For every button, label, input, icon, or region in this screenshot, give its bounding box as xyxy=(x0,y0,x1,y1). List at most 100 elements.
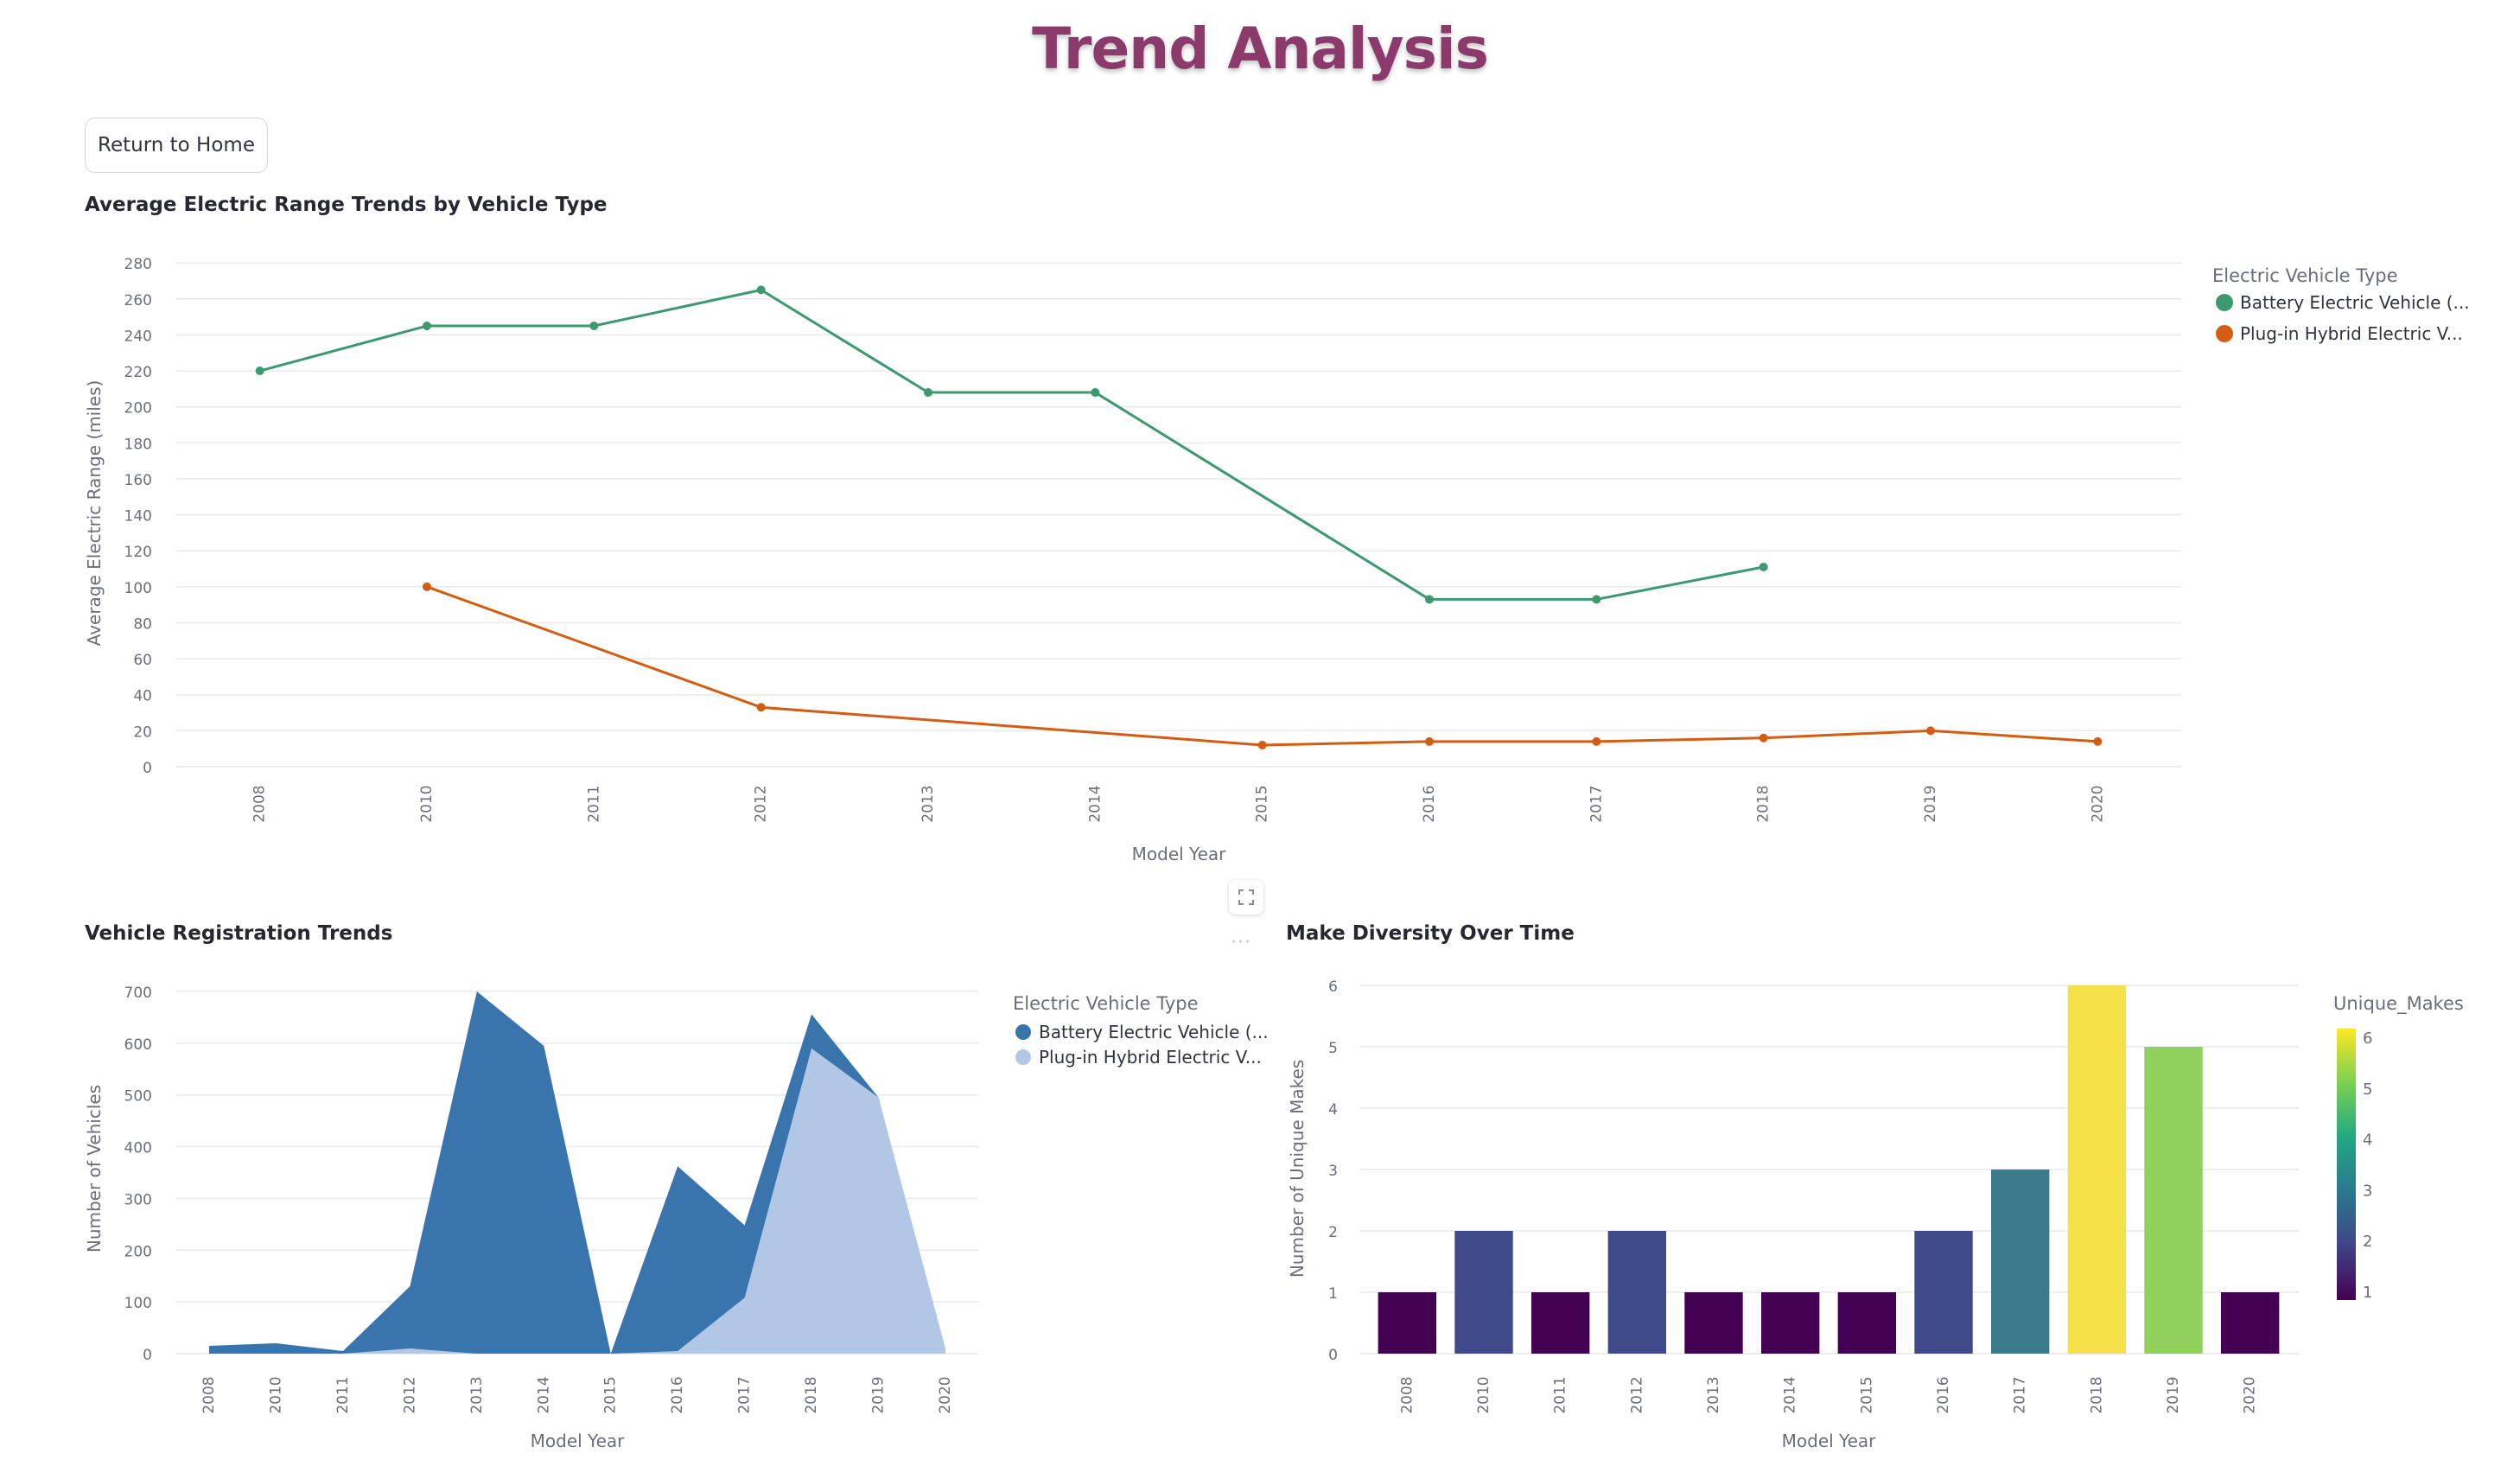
legend-swatch xyxy=(1015,1024,1031,1040)
x-tick-label: 2019 xyxy=(2165,1376,2182,1413)
y-tick-label: 2 xyxy=(1328,1224,1338,1241)
y-tick-label: 0 xyxy=(1328,1347,1338,1364)
y-tick-label: 120 xyxy=(124,544,152,561)
data-point xyxy=(2093,736,2103,746)
colorbar-tick-label: 1 xyxy=(2363,1284,2372,1302)
fullscreen-button[interactable] xyxy=(1229,880,1263,915)
legend-title: Electric Vehicle Type xyxy=(1013,993,1199,1014)
y-tick-label: 60 xyxy=(133,652,152,669)
bar xyxy=(1990,1170,2050,1354)
y-axis-title: Number of Vehicles xyxy=(84,1085,105,1252)
x-tick-label: 2013 xyxy=(920,785,937,822)
y-tick-label: 180 xyxy=(124,436,152,453)
legend-swatch xyxy=(2216,325,2233,342)
x-tick-label: 2018 xyxy=(2088,1376,2105,1413)
colorbar-tick-label: 5 xyxy=(2363,1080,2372,1099)
y-tick-label: 3 xyxy=(1328,1163,1338,1180)
x-tick-label: 2020 xyxy=(2242,1376,2259,1413)
more-options-icon[interactable]: ··· xyxy=(1231,932,1251,953)
y-tick-label: 5 xyxy=(1328,1040,1338,1057)
bar xyxy=(2220,1292,2280,1354)
legend-title: Electric Vehicle Type xyxy=(2212,265,2398,286)
x-tick-label: 2019 xyxy=(1922,785,1939,822)
y-tick-label: 200 xyxy=(124,400,152,417)
x-tick-label: 2010 xyxy=(418,785,436,822)
x-tick-label: 2020 xyxy=(937,1376,954,1413)
legend-swatch xyxy=(2216,294,2233,311)
legend-label: Plug-in Hybrid Electric V... xyxy=(2240,323,2463,344)
y-tick-label: 260 xyxy=(124,292,152,309)
x-tick-label: 2017 xyxy=(1588,785,1605,822)
x-tick-label: 2008 xyxy=(1398,1376,1416,1413)
x-tick-label: 2018 xyxy=(803,1376,820,1413)
x-tick-label: 2017 xyxy=(736,1376,754,1413)
data-point xyxy=(255,366,264,376)
registration-chart-title: Vehicle Registration Trends xyxy=(85,922,393,945)
x-tick-label: 2013 xyxy=(468,1376,486,1413)
x-tick-label: 2011 xyxy=(334,1376,352,1413)
x-tick-label: 2012 xyxy=(753,785,770,822)
legend-label: Battery Electric Vehicle (... xyxy=(2240,292,2470,313)
colorbar-tick-label: 6 xyxy=(2363,1029,2372,1048)
x-tick-label: 2015 xyxy=(1254,785,1271,822)
x-tick-label: 2014 xyxy=(535,1376,552,1413)
y-tick-label: 140 xyxy=(124,508,152,526)
bar xyxy=(1837,1292,1897,1354)
x-tick-label: 2014 xyxy=(1086,785,1104,822)
area-series xyxy=(209,1048,945,1354)
data-point xyxy=(924,388,932,398)
legend-label: Plug-in Hybrid Electric V... xyxy=(1039,1047,1262,1068)
y-tick-label: 80 xyxy=(133,615,152,633)
y-tick-label: 6 xyxy=(1328,978,1338,996)
legend-label: Battery Electric Vehicle (... xyxy=(1039,1022,1269,1042)
data-point xyxy=(1425,595,1434,604)
x-tick-label: 2008 xyxy=(251,785,269,822)
y-tick-label: 1 xyxy=(1328,1285,1338,1303)
x-tick-label: 2008 xyxy=(200,1376,218,1413)
data-point xyxy=(1926,726,1935,736)
data-point xyxy=(756,285,766,295)
bar xyxy=(1760,1292,1820,1354)
x-tick-label: 2011 xyxy=(1552,1376,1569,1413)
y-tick-label: 300 xyxy=(124,1191,152,1208)
data-point xyxy=(423,322,431,331)
bar xyxy=(2144,1047,2203,1354)
y-tick-label: 100 xyxy=(124,1295,152,1312)
bar xyxy=(1684,1292,1743,1354)
x-axis-title: Model Year xyxy=(531,1431,626,1451)
x-tick-label: 2011 xyxy=(585,785,602,822)
x-tick-label: 2014 xyxy=(1782,1376,1799,1413)
bar xyxy=(1530,1292,1590,1354)
y-tick-label: 100 xyxy=(124,580,152,597)
x-tick-label: 2020 xyxy=(2089,785,2106,822)
y-tick-label: 700 xyxy=(124,985,152,1002)
range-chart-title: Average Electric Range Trends by Vehicle… xyxy=(85,194,608,216)
bar xyxy=(2067,985,2127,1354)
x-axis-title: Model Year xyxy=(1782,1431,1877,1451)
data-point xyxy=(1759,562,1768,571)
y-tick-label: 240 xyxy=(124,328,152,345)
x-tick-label: 2017 xyxy=(2012,1376,2029,1413)
y-tick-label: 220 xyxy=(124,364,152,381)
y-tick-label: 20 xyxy=(133,723,152,741)
page-title: Trend Analysis xyxy=(1032,16,1489,82)
x-tick-label: 2010 xyxy=(1475,1376,1492,1413)
data-point xyxy=(1257,741,1267,750)
makes-chart-title: Make Diversity Over Time xyxy=(1286,922,1575,945)
y-tick-label: 0 xyxy=(143,1347,152,1364)
colorbar-tick-label: 4 xyxy=(2363,1131,2372,1150)
data-point xyxy=(1759,733,1768,743)
data-point xyxy=(1592,595,1601,604)
data-point xyxy=(589,322,599,331)
bar xyxy=(1454,1231,1513,1354)
colorbar-title: Unique_Makes xyxy=(2333,993,2464,1015)
return-home-button[interactable]: Return to Home xyxy=(85,118,268,173)
y-tick-label: 4 xyxy=(1328,1101,1338,1119)
y-tick-label: 600 xyxy=(124,1036,152,1054)
x-tick-label: 2010 xyxy=(267,1376,284,1413)
x-tick-label: 2016 xyxy=(1421,785,1438,822)
x-tick-label: 2018 xyxy=(1755,785,1772,822)
data-point xyxy=(1425,736,1434,746)
